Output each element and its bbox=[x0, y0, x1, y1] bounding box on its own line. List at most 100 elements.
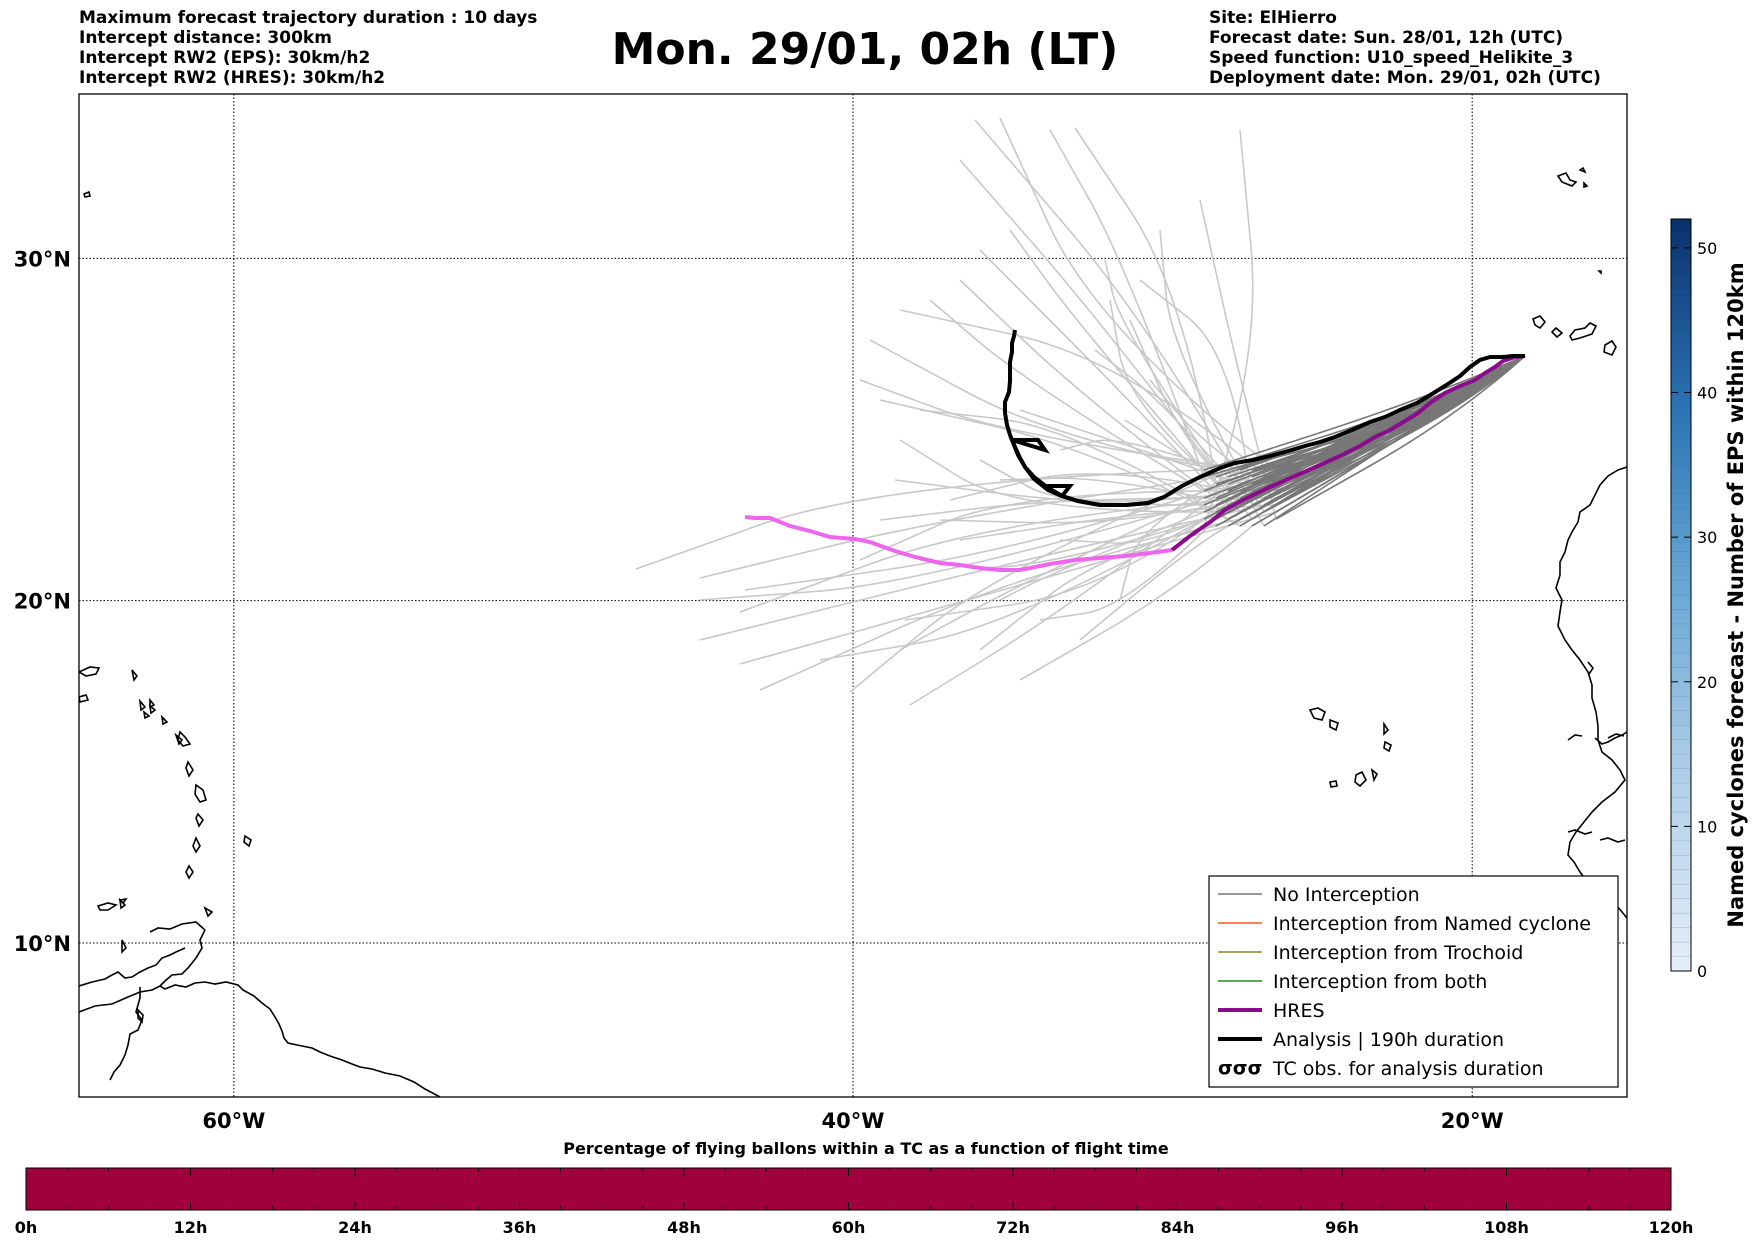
info-intercept-hres: Intercept RW2 (HRES): 30km/h2 bbox=[79, 68, 386, 88]
island-cape-verde bbox=[1308, 707, 1392, 788]
legend-label: Interception from both bbox=[1273, 971, 1487, 993]
eps-trajectory-late bbox=[699, 504, 1265, 641]
axis-labels: 30°N 20°N 10°N 60°W 40°W 20°W bbox=[14, 247, 1504, 1133]
island-leeward-1 bbox=[131, 669, 169, 726]
eps-trajectory-late bbox=[1019, 525, 1253, 681]
island-lesser-antilles-6 bbox=[185, 864, 194, 880]
info-deployment-date: Deployment date: Mon. 29/01, 02h (UTC) bbox=[1209, 68, 1601, 88]
eps-trajectory-late bbox=[979, 249, 1229, 506]
island-hispaniola-tip bbox=[79, 694, 90, 703]
colorbar-tick-label: 10 bbox=[1697, 817, 1717, 836]
eps-trajectory-late bbox=[1074, 127, 1217, 485]
timebar-tick-label: 48h bbox=[667, 1218, 701, 1237]
timebar-tick-label: 36h bbox=[503, 1218, 537, 1237]
island-lesser-antilles-1 bbox=[177, 730, 192, 747]
island-canaries bbox=[1532, 315, 1617, 357]
eps-trajectory-early bbox=[1215, 355, 1526, 506]
coastline-gambia bbox=[1567, 731, 1627, 745]
coastline-senegal-inlet bbox=[1587, 661, 1625, 739]
info-forecast-date: Forecast date: Sun. 28/01, 12h (UTC) bbox=[1209, 28, 1564, 48]
eps-trajectory-late bbox=[929, 299, 1205, 492]
colorbar: 0 10 20 30 40 50 Named cyclones forecast - Nu… bbox=[1670, 218, 1748, 981]
island-lesser-antilles-7 bbox=[243, 834, 252, 848]
legend: No Interception Interception from Named c… bbox=[1208, 875, 1619, 1088]
timebar-tick-label: 12h bbox=[174, 1218, 208, 1237]
coastline-guinea bbox=[1567, 829, 1626, 843]
hres-trajectory-early bbox=[1170, 354, 1526, 552]
colorbar-ticks: 0 10 20 30 40 50 bbox=[1671, 233, 1717, 981]
legend-label: HRES bbox=[1273, 1000, 1325, 1022]
eps-trajectory-late bbox=[1129, 319, 1241, 499]
island-lesser-antilles-2 bbox=[185, 760, 194, 778]
coastline-west-africa bbox=[1555, 466, 1627, 919]
lon-label: 60°W bbox=[202, 1109, 265, 1133]
graticule bbox=[79, 94, 1627, 1097]
island-cuba-tip bbox=[79, 666, 101, 677]
timebar-tick-label: 84h bbox=[1161, 1218, 1195, 1237]
island-lesser-antilles-3 bbox=[194, 783, 207, 803]
legend-label: Interception from Named cyclone bbox=[1273, 913, 1591, 935]
info-intercept-eps: Intercept RW2 (EPS): 30km/h2 bbox=[79, 48, 371, 68]
eps-trajectory-late bbox=[959, 279, 1217, 499]
island-leeward-2 bbox=[142, 697, 184, 746]
timebar-tick-label: 96h bbox=[1325, 1218, 1359, 1237]
legend-label: No Interception bbox=[1273, 884, 1420, 906]
coastline-venezuela-north bbox=[79, 947, 186, 987]
info-speed-function: Speed function: U10_speed_Helikite_3 bbox=[1209, 48, 1574, 68]
island-azores bbox=[1556, 166, 1589, 189]
timebar-label: Percentage of flying ballons within a TC… bbox=[563, 1139, 1169, 1158]
eps-trajectory-late bbox=[1094, 349, 1229, 478]
island-madeira bbox=[1597, 270, 1602, 275]
lon-label: 20°W bbox=[1441, 1109, 1504, 1133]
lat-label: 20°N bbox=[14, 590, 71, 614]
info-intercept-distance: Intercept distance: 300km bbox=[79, 28, 332, 48]
analysis-trajectory-tail bbox=[1003, 329, 1165, 507]
coastline-paria bbox=[149, 921, 206, 933]
page-title: Mon. 29/01, 02h (LT) bbox=[0, 24, 1752, 75]
lat-label: 30°N bbox=[14, 247, 71, 271]
lon-label: 40°W bbox=[822, 1109, 885, 1133]
timebar-tick-label: 0h bbox=[15, 1218, 38, 1237]
timebar-ticks: 0h 12h 24h 36h 48h 60h 72h 84h 96h 108h 120h bbox=[15, 1168, 1694, 1237]
eps-trajectory-late bbox=[744, 483, 1229, 591]
tc-obs-symbol-icon: σσσ bbox=[1218, 1057, 1262, 1079]
island-bermuda bbox=[83, 190, 91, 198]
trajectories bbox=[635, 117, 1526, 706]
colorbar-tick-label: 50 bbox=[1697, 239, 1717, 258]
timebar-tick-label: 120h bbox=[1649, 1218, 1694, 1237]
map-frame bbox=[78, 93, 1628, 1098]
forecast-info-left: Maximum forecast trajectory duration : 1… bbox=[79, 8, 537, 88]
coastline-trinidad bbox=[159, 929, 206, 987]
timebar-tick-label: 60h bbox=[832, 1218, 866, 1237]
info-site: Site: ElHierro bbox=[1209, 8, 1337, 28]
coastlines bbox=[79, 166, 1627, 1097]
colorbar-tick-label: 0 bbox=[1697, 962, 1707, 981]
eps-trajectory-early bbox=[1275, 355, 1526, 520]
eps-trajectory-late bbox=[1104, 259, 1217, 471]
eps-trajectory-late bbox=[999, 117, 1277, 471]
eps-trajectory-late bbox=[1109, 299, 1229, 492]
eps-trajectory-late bbox=[909, 476, 1241, 706]
coastline-lake-maracaibo bbox=[109, 987, 143, 1081]
legend-label: Interception from Trochoid bbox=[1273, 942, 1523, 964]
timebar-tick-label: 72h bbox=[996, 1218, 1030, 1237]
timebar-tick-label: 24h bbox=[338, 1218, 372, 1237]
legend-label: Analysis | 190h duration bbox=[1273, 1029, 1504, 1051]
map-area: 30°N 20°N 10°N 60°W 40°W 20°W No Interception… bbox=[14, 93, 1628, 1133]
eps-trajectory-late bbox=[999, 477, 1205, 499]
colorbar-tick-label: 20 bbox=[1697, 673, 1717, 692]
title-text: Mon. 29/01, 02h (LT) bbox=[611, 24, 1119, 75]
timebar-tick-label: 108h bbox=[1484, 1218, 1529, 1237]
eps-trajectory-late bbox=[939, 504, 1217, 524]
timebar: Percentage of flying ballons within a TC… bbox=[15, 1139, 1694, 1237]
eps-trajectory-early bbox=[1251, 355, 1526, 527]
colorbar-tick-label: 40 bbox=[1697, 384, 1717, 403]
lat-label: 10°N bbox=[14, 932, 71, 956]
island-lesser-antilles-4 bbox=[195, 812, 204, 828]
island-small-1 bbox=[118, 897, 214, 954]
island-margarita bbox=[137, 1008, 144, 1024]
eps-trajectory-late bbox=[1079, 525, 1229, 641]
legend-label: TC obs. for analysis duration bbox=[1272, 1058, 1544, 1080]
timebar-minor-ticks bbox=[66, 1168, 1631, 1210]
